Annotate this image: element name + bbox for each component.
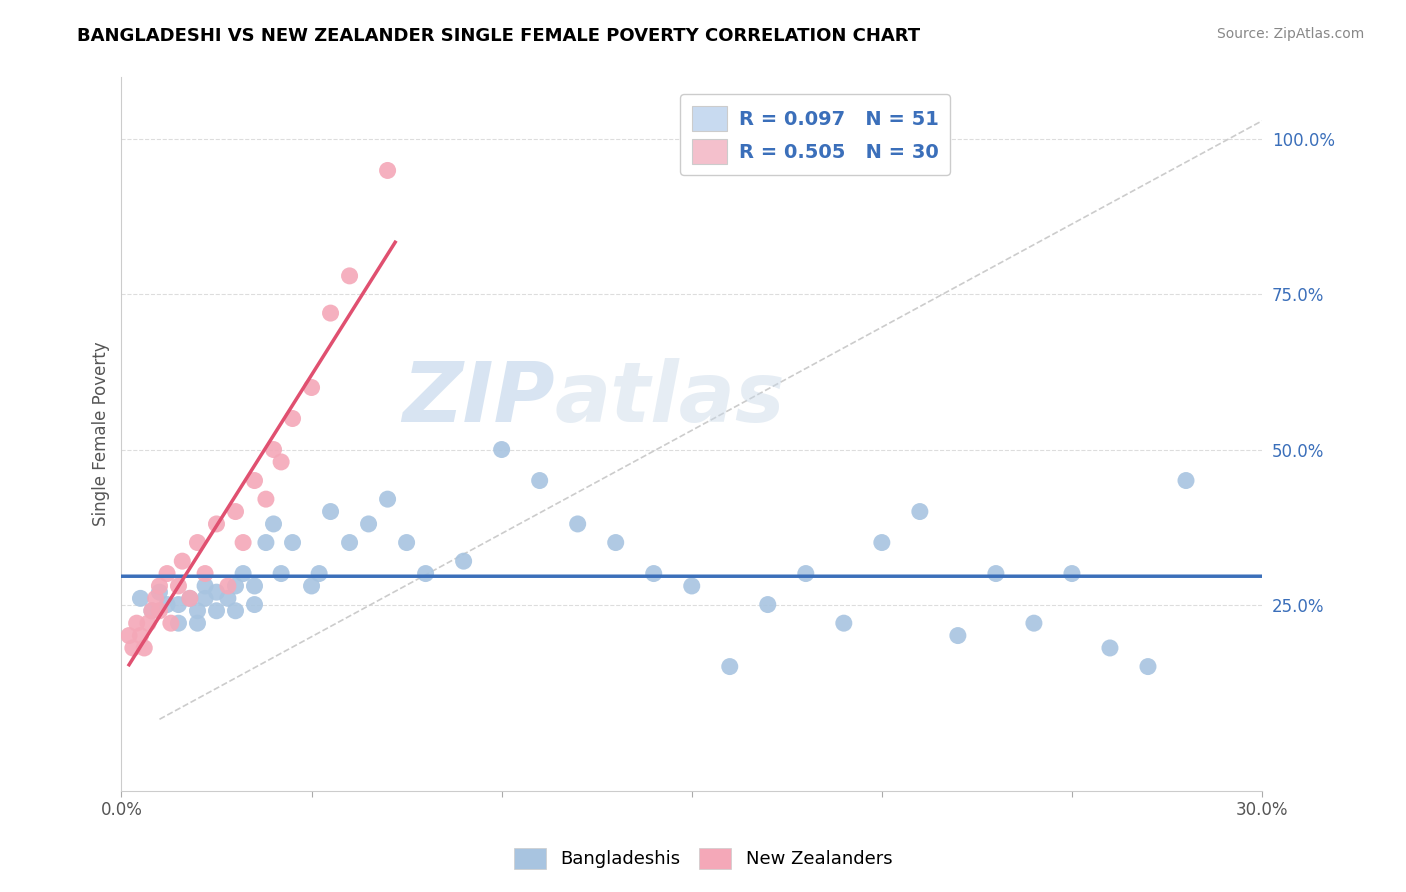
Point: [281, 411, 304, 425]
Point: [129, 629, 152, 643]
Point: [134, 640, 156, 655]
Point: [243, 598, 266, 612]
Point: [1175, 474, 1198, 488]
Point: [453, 554, 475, 568]
Point: [832, 616, 855, 631]
Point: [118, 629, 141, 643]
Point: [167, 598, 190, 612]
Point: [205, 604, 228, 618]
Text: Source: ZipAtlas.com: Source: ZipAtlas.com: [1216, 27, 1364, 41]
Point: [643, 566, 665, 581]
Point: [186, 616, 208, 631]
Point: [148, 604, 170, 618]
Point: [529, 474, 551, 488]
Point: [141, 604, 163, 618]
Point: [1022, 616, 1045, 631]
Point: [125, 616, 148, 631]
Point: [194, 591, 217, 606]
Point: [194, 566, 217, 581]
Text: ZIP: ZIP: [402, 358, 555, 439]
Point: [232, 535, 254, 549]
Point: [377, 492, 399, 507]
Point: [172, 554, 194, 568]
Point: [254, 492, 277, 507]
Point: [224, 579, 246, 593]
Point: [224, 604, 246, 618]
Point: [567, 516, 589, 531]
Point: [121, 640, 143, 655]
Point: [794, 566, 817, 581]
Legend: Bangladeshis, New Zealanders: Bangladeshis, New Zealanders: [506, 840, 900, 876]
Point: [232, 566, 254, 581]
Point: [156, 598, 179, 612]
Point: [984, 566, 1007, 581]
Point: [756, 598, 779, 612]
Point: [205, 516, 228, 531]
Point: [339, 535, 361, 549]
Point: [377, 163, 399, 178]
Point: [870, 535, 893, 549]
Point: [270, 455, 292, 469]
Point: [167, 579, 190, 593]
Point: [908, 504, 931, 518]
Point: [301, 579, 323, 593]
Point: [217, 579, 239, 593]
Point: [1136, 659, 1159, 673]
Point: [395, 535, 418, 549]
Point: [263, 442, 285, 457]
Point: [148, 579, 170, 593]
Point: [243, 579, 266, 593]
Point: [156, 566, 179, 581]
Y-axis label: Single Female Poverty: Single Female Poverty: [93, 342, 110, 526]
Point: [136, 616, 159, 631]
Point: [308, 566, 330, 581]
Point: [270, 566, 292, 581]
Point: [186, 604, 208, 618]
Point: [186, 535, 208, 549]
Point: [160, 616, 183, 631]
Point: [129, 591, 152, 606]
Point: [148, 585, 170, 599]
Point: [357, 516, 380, 531]
Point: [167, 616, 190, 631]
Point: [179, 591, 201, 606]
Point: [319, 306, 342, 320]
Legend: R = 0.097   N = 51, R = 0.505   N = 30: R = 0.097 N = 51, R = 0.505 N = 30: [681, 95, 950, 176]
Point: [281, 535, 304, 549]
Point: [605, 535, 627, 549]
Point: [339, 268, 361, 283]
Point: [194, 579, 217, 593]
Text: BANGLADESHI VS NEW ZEALANDER SINGLE FEMALE POVERTY CORRELATION CHART: BANGLADESHI VS NEW ZEALANDER SINGLE FEMA…: [77, 27, 921, 45]
Point: [179, 591, 201, 606]
Point: [254, 535, 277, 549]
Point: [946, 629, 969, 643]
Point: [1060, 566, 1083, 581]
Point: [145, 591, 167, 606]
Point: [263, 516, 285, 531]
Point: [141, 604, 163, 618]
Point: [243, 474, 266, 488]
Point: [319, 504, 342, 518]
Point: [205, 585, 228, 599]
Point: [301, 380, 323, 394]
Point: [415, 566, 437, 581]
Point: [224, 504, 246, 518]
Point: [718, 659, 741, 673]
Point: [1098, 640, 1121, 655]
Point: [681, 579, 703, 593]
Text: atlas: atlas: [555, 358, 786, 439]
Point: [217, 591, 239, 606]
Point: [491, 442, 513, 457]
